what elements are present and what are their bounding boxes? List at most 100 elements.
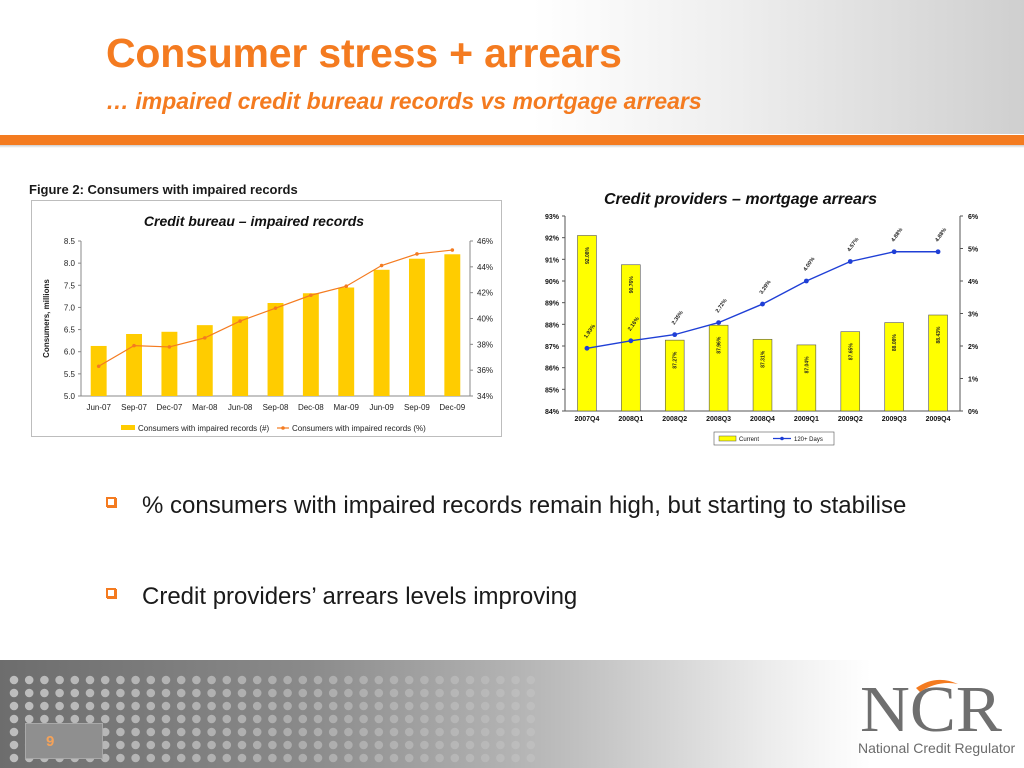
y-axis-label: Consumers, millions: [42, 279, 51, 358]
footer-dot: [146, 753, 156, 763]
footer-dot: [176, 714, 186, 724]
footer-dot: [252, 675, 262, 685]
footer-dot: [9, 727, 19, 737]
bullet-square-icon: [106, 588, 116, 598]
y-tick-label: 5.0: [64, 392, 76, 401]
footer-dot: [131, 688, 140, 698]
footer-dot: [146, 688, 156, 698]
footer-dot: [146, 701, 156, 711]
footer-dot: [374, 675, 384, 685]
footer-dot: [404, 688, 414, 698]
footer-dot: [374, 714, 384, 724]
footer-dot: [161, 714, 171, 724]
footer-dot: [496, 753, 505, 763]
footer-dot: [161, 675, 171, 685]
footer-dot: [496, 727, 505, 737]
y2-tick-label: 4%: [968, 279, 979, 286]
footer-dot: [480, 727, 490, 737]
x-tick-label: Mar-09: [334, 403, 360, 412]
y2-tick-label: 44%: [477, 263, 493, 272]
x-tick-label: Dec-07: [157, 403, 183, 412]
mortgage-arrears-chart-svg: 84% 85% 86% 87% 88% 89% 90% 91% 92% 93% 0% 1% 2% 3% 4%…: [545, 214, 979, 446]
footer-dot: [207, 727, 216, 737]
footer-dot: [435, 675, 444, 685]
footer-dot: [55, 688, 64, 698]
footer-dot: [176, 675, 186, 685]
ncr-tagline: National Credit Regulator: [858, 740, 1016, 756]
y-tick-label: 87%: [545, 344, 560, 351]
footer-dot: [161, 688, 171, 698]
legend-label: Consumers with impaired records (%): [292, 424, 426, 433]
footer-dot: [389, 701, 399, 711]
footer-dot: [131, 714, 140, 724]
line-point: [584, 345, 590, 351]
footer-dot: [389, 727, 399, 737]
bar-data-label: 92.08%: [585, 246, 591, 264]
footer-dot: [298, 753, 308, 763]
x-tick-label: 2008Q1: [618, 416, 643, 423]
y-tick-label: 84%: [545, 409, 560, 416]
line-point: [935, 249, 941, 255]
footer-dot: [328, 688, 338, 698]
bar: [664, 339, 685, 412]
legend-bar-swatch: [121, 425, 135, 430]
footer-dot: [526, 688, 536, 698]
y-tick-label: 90%: [545, 279, 560, 286]
x-tick-label: Jun-08: [228, 403, 253, 412]
footer-dot: [70, 675, 80, 685]
footer-dot: [465, 740, 475, 750]
footer-dot: [420, 675, 429, 685]
footer-dot: [237, 701, 247, 711]
footer-dot: [9, 714, 19, 724]
bar: [126, 334, 143, 396]
footer-dot: [146, 740, 156, 750]
footer-dot: [24, 714, 34, 724]
footer-dot: [100, 740, 110, 750]
footer-dot: [450, 714, 460, 724]
footer-dot: [252, 701, 262, 711]
y-tick-label: 91%: [545, 257, 560, 264]
slide-title: Consumer stress + arrears: [106, 30, 622, 76]
bar: [796, 344, 817, 412]
footer-dot: [40, 714, 49, 724]
bar: [444, 254, 461, 396]
footer-dot: [24, 688, 34, 698]
footer-dot: [161, 701, 171, 711]
y-tick-label: 8.0: [64, 259, 76, 268]
footer-dot: [70, 714, 80, 724]
y-tick-label: 88%: [545, 322, 560, 329]
footer-dot: [313, 740, 323, 750]
y-tick-label: 7.0: [64, 303, 76, 312]
footer-dot: [192, 701, 201, 711]
x-tick-label: 2009Q3: [882, 416, 907, 423]
footer-dot: [328, 740, 338, 750]
footer-dot: [192, 727, 201, 737]
legend-bar-swatch: [718, 435, 737, 442]
footer-dot: [496, 701, 505, 711]
footer-dot: [70, 701, 80, 711]
line-point: [167, 345, 172, 349]
footer-dot: [511, 727, 520, 737]
footer-dot: [465, 675, 475, 685]
footer-dot: [389, 675, 399, 685]
footer-dot: [496, 714, 505, 724]
footer-dot: [359, 675, 368, 685]
footer-dot: [404, 740, 414, 750]
line-point: [273, 306, 278, 310]
bar: [232, 316, 249, 396]
footer-dot: [313, 701, 323, 711]
footer-dot: [100, 727, 110, 737]
x-tick-label: 2009Q4: [926, 416, 951, 423]
footer-dot: [55, 675, 64, 685]
header-divider-shadow: [0, 145, 1024, 148]
line-point: [760, 301, 765, 307]
bullet-square-icon: [106, 497, 116, 507]
footer-dot: [480, 675, 490, 685]
line-point: [450, 248, 455, 252]
footer-dot: [176, 753, 186, 763]
footer-dot: [344, 727, 353, 737]
footer-dot: [9, 753, 19, 763]
legend-label: Current: [739, 437, 759, 443]
footer-dot: [268, 740, 277, 750]
footer-dot: [359, 753, 368, 763]
